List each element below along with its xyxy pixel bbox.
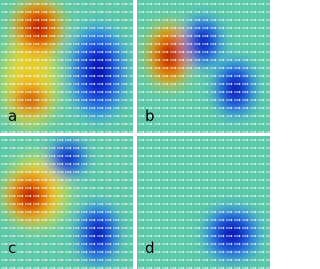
- panel-a: a: [0, 0, 133, 133]
- figure: a b c: [0, 0, 270, 269]
- page: {"panels": [{"label": "a"}, {"label": "b…: [0, 0, 270, 269]
- panel-label: a: [8, 107, 17, 125]
- panel-b: b: [137, 0, 270, 133]
- panel-label: b: [145, 107, 155, 125]
- panel-d: d: [137, 136, 270, 269]
- panel-label: d: [145, 239, 155, 257]
- panel-c: c: [0, 136, 133, 269]
- panel-label: c: [8, 239, 16, 257]
